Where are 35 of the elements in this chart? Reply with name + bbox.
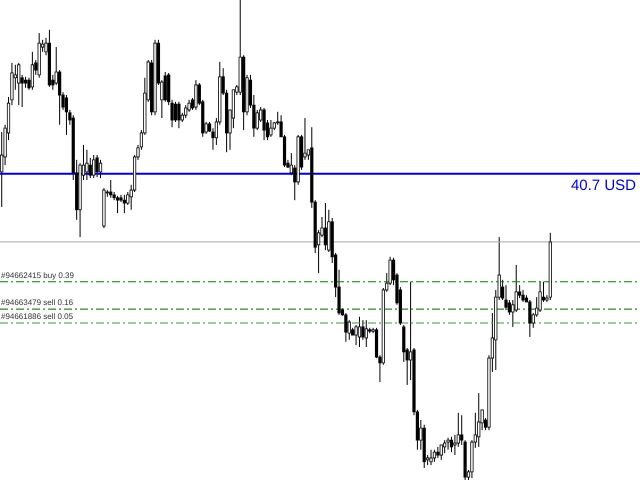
candlestick [324, 202, 328, 251]
ref-line-label: #94663479 sell 0.16 [1, 298, 74, 308]
candlestick [450, 436, 454, 453]
candlestick [17, 62, 20, 106]
candlestick [174, 101, 178, 122]
candlestick [92, 154, 96, 179]
ref-line-label: #94662415 buy 0.39 [1, 270, 75, 280]
candlestick [429, 449, 433, 466]
candlestick [109, 180, 112, 198]
candlestick [344, 312, 348, 342]
candlestick [269, 120, 272, 138]
candlestick [354, 324, 358, 346]
candlestick [177, 101, 180, 129]
candlestick [446, 437, 450, 450]
candlestick [432, 449, 436, 462]
candlestick [521, 289, 525, 302]
candlestick [262, 108, 266, 141]
candlestick [98, 159, 102, 179]
candlestick [122, 194, 126, 214]
candlestick [358, 316, 362, 348]
candlestick [443, 440, 446, 454]
candlestick [30, 51, 34, 90]
candlestick [436, 446, 440, 458]
candlestick [96, 154, 99, 178]
candlestick [116, 195, 120, 214]
candlestick [194, 80, 198, 110]
ref-line-label: 40.7 USD [570, 176, 636, 194]
candlestick [364, 320, 368, 348]
candlestick [85, 149, 88, 180]
candlestick [528, 300, 532, 338]
candlestick [440, 444, 443, 460]
candlestick [24, 76, 28, 88]
candlestick [477, 392, 480, 448]
ref-line-label: #94661886 sell 0.05 [1, 312, 74, 322]
candlestick [64, 94, 68, 136]
